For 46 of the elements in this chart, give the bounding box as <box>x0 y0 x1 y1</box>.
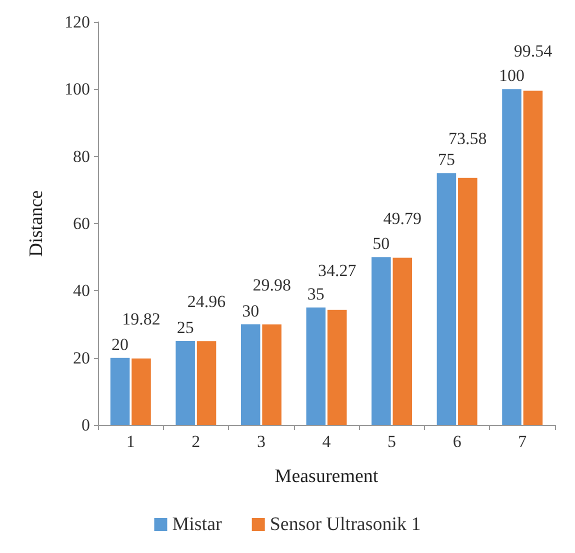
data-label: 19.82 <box>122 309 160 328</box>
bar <box>523 90 543 425</box>
bar <box>436 173 456 425</box>
data-label: 20 <box>112 334 129 354</box>
bar <box>327 310 347 425</box>
bar <box>458 178 478 425</box>
x-tick-label: 2 <box>192 432 200 451</box>
bar <box>262 324 282 425</box>
bar <box>372 257 391 425</box>
y-tick-label: 100 <box>64 80 90 99</box>
y-tick-label: 60 <box>73 214 90 233</box>
data-label: 100 <box>499 66 525 86</box>
x-tick-label: 7 <box>518 432 528 451</box>
x-tick-label: 1 <box>126 432 135 451</box>
bar <box>132 358 151 425</box>
data-label: 24.96 <box>187 292 226 312</box>
data-label: 50 <box>372 234 390 254</box>
y-tick-label: 80 <box>73 146 90 166</box>
data-label: 73.58 <box>448 128 487 148</box>
data-label: 29.98 <box>252 275 291 294</box>
y-axis-title: Distance <box>26 190 47 257</box>
data-label: 34.27 <box>318 260 357 280</box>
bar <box>502 89 522 425</box>
data-label: 99.54 <box>514 42 553 61</box>
y-tick-label: 20 <box>73 348 90 368</box>
data-label: 35 <box>307 284 324 304</box>
y-tick-label: 120 <box>64 12 90 32</box>
data-label: 49.79 <box>383 208 422 228</box>
bar <box>196 341 216 425</box>
bar <box>110 358 130 425</box>
x-tick-label: 4 <box>322 432 332 451</box>
legend-label: Sensor Ultrasonik 1 <box>270 514 421 535</box>
x-axis-title: Measurement <box>274 466 379 487</box>
x-tick-label: 5 <box>388 432 396 451</box>
y-tick-label: 0 <box>82 416 90 434</box>
data-label: 75 <box>438 150 455 170</box>
legend-label: Mistar <box>172 514 223 535</box>
x-tick-label: 3 <box>256 432 266 451</box>
x-tick-label: 6 <box>452 432 462 451</box>
data-label: 30 <box>242 301 260 320</box>
bar <box>176 341 195 425</box>
bar <box>240 324 260 425</box>
bar <box>306 307 326 425</box>
y-tick-label: 40 <box>73 281 90 300</box>
bar <box>392 258 412 425</box>
data-label: 25 <box>176 318 194 338</box>
